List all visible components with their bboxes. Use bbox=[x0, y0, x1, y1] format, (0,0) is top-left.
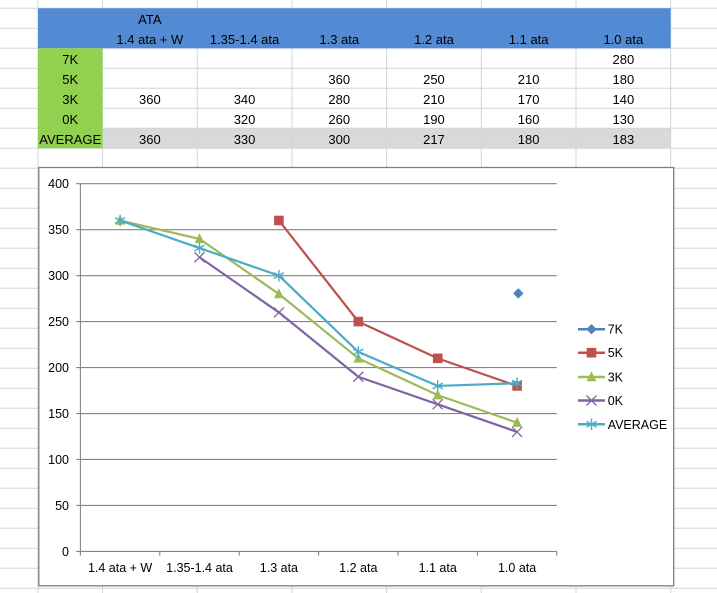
svg-text:3K: 3K bbox=[62, 92, 78, 107]
svg-text:140: 140 bbox=[612, 92, 634, 107]
svg-text:1.1 ata: 1.1 ata bbox=[419, 561, 457, 575]
svg-text:400: 400 bbox=[48, 177, 69, 191]
svg-text:5K: 5K bbox=[608, 346, 624, 360]
svg-text:360: 360 bbox=[139, 132, 161, 147]
svg-text:170: 170 bbox=[518, 92, 540, 107]
svg-text:320: 320 bbox=[234, 112, 256, 127]
svg-text:1.4 ata + W: 1.4 ata + W bbox=[116, 32, 184, 47]
svg-text:1.3 ata: 1.3 ata bbox=[260, 561, 298, 575]
svg-text:ATA: ATA bbox=[138, 12, 162, 27]
svg-text:300: 300 bbox=[48, 269, 69, 283]
svg-text:250: 250 bbox=[423, 72, 445, 87]
svg-text:5K: 5K bbox=[62, 72, 78, 87]
svg-text:150: 150 bbox=[48, 407, 69, 421]
svg-text:183: 183 bbox=[612, 132, 634, 147]
svg-text:350: 350 bbox=[48, 223, 69, 237]
svg-text:AVERAGE: AVERAGE bbox=[608, 418, 668, 432]
svg-text:160: 160 bbox=[518, 112, 540, 127]
svg-text:1.4 ata + W: 1.4 ata + W bbox=[88, 561, 152, 575]
svg-text:0: 0 bbox=[62, 545, 69, 559]
svg-text:360: 360 bbox=[328, 72, 350, 87]
svg-text:0K: 0K bbox=[62, 112, 78, 127]
svg-text:50: 50 bbox=[55, 499, 69, 513]
svg-text:180: 180 bbox=[518, 132, 540, 147]
svg-text:360: 360 bbox=[139, 92, 161, 107]
svg-text:1.0 ata: 1.0 ata bbox=[498, 561, 536, 575]
svg-text:330: 330 bbox=[234, 132, 256, 147]
svg-text:210: 210 bbox=[518, 72, 540, 87]
svg-text:250: 250 bbox=[48, 315, 69, 329]
svg-text:1.1 ata: 1.1 ata bbox=[509, 32, 550, 47]
svg-text:190: 190 bbox=[423, 112, 445, 127]
svg-text:260: 260 bbox=[328, 112, 350, 127]
svg-text:3K: 3K bbox=[608, 371, 624, 385]
svg-text:180: 180 bbox=[612, 72, 634, 87]
svg-text:1.2 ata: 1.2 ata bbox=[414, 32, 455, 47]
svg-text:1.35-1.4 ata: 1.35-1.4 ata bbox=[166, 561, 233, 575]
svg-text:300: 300 bbox=[328, 132, 350, 147]
svg-text:200: 200 bbox=[48, 361, 69, 375]
svg-text:7K: 7K bbox=[62, 52, 78, 67]
svg-text:280: 280 bbox=[328, 92, 350, 107]
svg-text:100: 100 bbox=[48, 453, 69, 467]
svg-text:130: 130 bbox=[612, 112, 634, 127]
svg-text:217: 217 bbox=[423, 132, 445, 147]
svg-text:AVERAGE: AVERAGE bbox=[39, 132, 101, 147]
svg-text:7K: 7K bbox=[608, 323, 624, 337]
svg-text:1.3 ata: 1.3 ata bbox=[319, 32, 360, 47]
svg-text:1.2 ata: 1.2 ata bbox=[339, 561, 377, 575]
svg-text:210: 210 bbox=[423, 92, 445, 107]
svg-text:340: 340 bbox=[234, 92, 256, 107]
svg-text:1.0 ata: 1.0 ata bbox=[603, 32, 644, 47]
svg-text:280: 280 bbox=[612, 52, 634, 67]
svg-text:1.35-1.4 ata: 1.35-1.4 ata bbox=[210, 32, 280, 47]
svg-text:0K: 0K bbox=[608, 394, 624, 408]
